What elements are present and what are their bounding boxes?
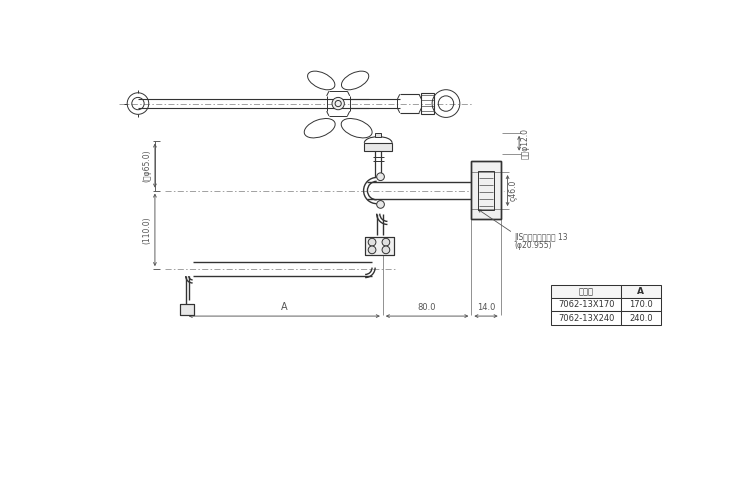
Text: 170.0: 170.0 (629, 300, 652, 309)
Text: 内径φ12.0: 内径φ12.0 (520, 128, 530, 159)
Bar (621, 312, 661, 325)
Bar (472, 161, 501, 219)
Text: 80.0: 80.0 (418, 303, 436, 312)
Text: JIS給水核取付ねじ 13: JIS給水核取付ねじ 13 (514, 233, 568, 242)
Text: A: A (638, 287, 644, 296)
Text: ς46.0: ς46.0 (509, 180, 518, 201)
Bar (551, 298, 621, 312)
Bar (478, 171, 494, 210)
Text: 240.0: 240.0 (629, 314, 652, 323)
Bar (364, 143, 392, 151)
Text: A: A (281, 302, 287, 312)
Bar (375, 133, 381, 137)
Text: 品　番: 品 番 (578, 287, 593, 296)
Text: (大φ65.0): (大φ65.0) (142, 149, 151, 182)
Bar (621, 298, 661, 312)
Bar (472, 161, 501, 219)
Bar (422, 93, 434, 114)
Circle shape (368, 239, 376, 246)
Circle shape (376, 173, 385, 181)
Bar (180, 304, 194, 315)
Circle shape (376, 201, 385, 208)
Circle shape (382, 246, 390, 254)
Bar (180, 304, 194, 315)
Bar (621, 285, 661, 298)
Circle shape (332, 98, 344, 110)
Text: (110.0): (110.0) (142, 216, 151, 244)
Text: 14.0: 14.0 (477, 303, 495, 312)
Text: (φ20.955): (φ20.955) (514, 240, 552, 250)
Bar (551, 312, 621, 325)
Text: 7062-13X240: 7062-13X240 (558, 314, 614, 323)
Bar (365, 237, 394, 255)
Bar (365, 237, 394, 255)
Text: 7062-13X170: 7062-13X170 (558, 300, 614, 309)
Circle shape (368, 246, 376, 254)
Circle shape (382, 239, 390, 246)
Bar (551, 285, 621, 298)
